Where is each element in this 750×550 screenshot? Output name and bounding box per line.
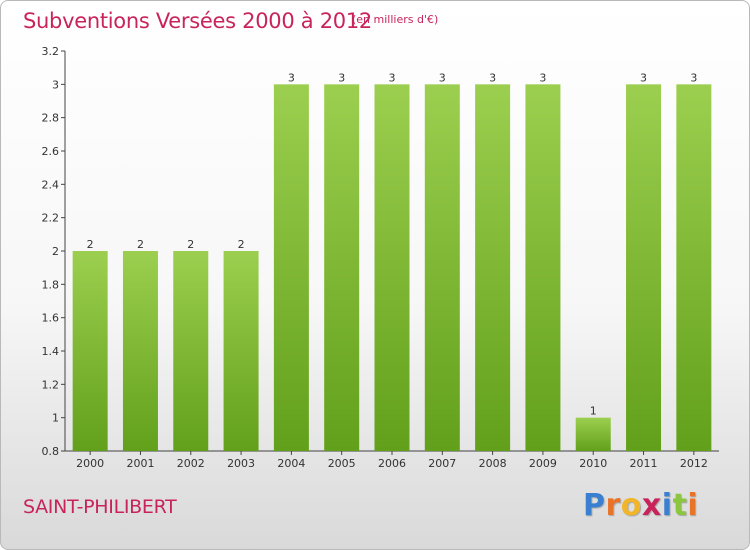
- bar-2003: [223, 251, 259, 451]
- commune-name: SAINT-PHILIBERT: [23, 496, 177, 518]
- bar-value-label: 3: [389, 71, 396, 84]
- bar-value-label: 1: [590, 405, 597, 418]
- x-tick-label: 2011: [630, 457, 658, 470]
- y-tick-label: 2.2: [42, 212, 60, 225]
- x-axis-ticks: 2000 2001 2002 2003 2004 2005 2006 2007 2008 2009…: [76, 451, 708, 470]
- bar-value-label: 3: [489, 71, 496, 84]
- bar-2001: [122, 251, 158, 451]
- logo-letter: r: [605, 488, 621, 523]
- x-tick-label: 2003: [227, 457, 255, 470]
- y-tick-label: 2.4: [42, 178, 60, 191]
- bar-2009: [525, 84, 561, 451]
- x-tick-label: 2005: [328, 457, 356, 470]
- y-tick-label: 1.8: [42, 278, 60, 291]
- x-tick-label: 2012: [680, 457, 708, 470]
- chart-title: Subventions Versées 2000 à 2012: [23, 9, 372, 33]
- bar-value-label: 2: [137, 238, 144, 251]
- x-tick-label: 2007: [428, 457, 456, 470]
- logo-letter: o: [620, 488, 642, 523]
- logo-letter: t: [672, 488, 688, 523]
- x-tick-label: 2001: [126, 457, 154, 470]
- bar-2012: [676, 84, 712, 451]
- bar-2006: [374, 84, 410, 451]
- y-tick-label: 1.6: [42, 312, 60, 325]
- y-tick-label: 3.2: [42, 45, 60, 58]
- y-tick-label: 2.6: [42, 145, 60, 158]
- x-tick-label: 2004: [277, 457, 305, 470]
- bar-2011: [626, 84, 662, 451]
- bar-2002: [173, 251, 209, 451]
- bar-2005: [324, 84, 360, 451]
- bars-group: 2 2 2 2 3 3 3 3 3 3 1 3 3: [72, 71, 712, 451]
- chart-subtitle: (en milliers d'€): [352, 13, 439, 26]
- bar-value-label: 3: [640, 71, 647, 84]
- y-tick-label: 1: [52, 412, 59, 425]
- bar-value-label: 2: [87, 238, 94, 251]
- logo-letter: P: [583, 488, 606, 523]
- bar-value-label: 3: [288, 71, 295, 84]
- bar-2000: [72, 251, 108, 451]
- x-tick-label: 2000: [76, 457, 104, 470]
- logo-letter: x: [641, 488, 662, 523]
- bar-2004: [273, 84, 309, 451]
- y-tick-label: 2.8: [42, 112, 60, 125]
- y-tick-label: 3: [52, 78, 59, 91]
- bar-value-label: 2: [187, 238, 194, 251]
- x-tick-label: 2008: [479, 457, 507, 470]
- bar-2008: [475, 84, 511, 451]
- bar-value-label: 3: [338, 71, 345, 84]
- bar-value-label: 2: [238, 238, 245, 251]
- x-tick-label: 2009: [529, 457, 557, 470]
- bar-value-label: 3: [539, 71, 546, 84]
- x-tick-label: 2010: [579, 457, 607, 470]
- bar-2010: [575, 417, 611, 451]
- y-tick-label: 1.4: [42, 345, 60, 358]
- bar-value-label: 3: [439, 71, 446, 84]
- y-tick-label: 1.2: [42, 378, 60, 391]
- x-tick-label: 2006: [378, 457, 406, 470]
- y-axis-ticks: 0.8 1 1.2 1.4 1.6 1.8 2 2.2 2.4 2.6 2.8 3 3.2: [42, 45, 65, 458]
- bar-value-label: 3: [690, 71, 697, 84]
- x-tick-label: 2002: [177, 457, 205, 470]
- y-tick-label: 2: [52, 245, 59, 258]
- logo-letter: i: [687, 488, 699, 523]
- proxiti-logo: Proxiti: [583, 488, 698, 523]
- y-tick-label: 0.8: [42, 445, 60, 458]
- logo-letter: i: [661, 488, 673, 523]
- bar-2007: [424, 84, 460, 451]
